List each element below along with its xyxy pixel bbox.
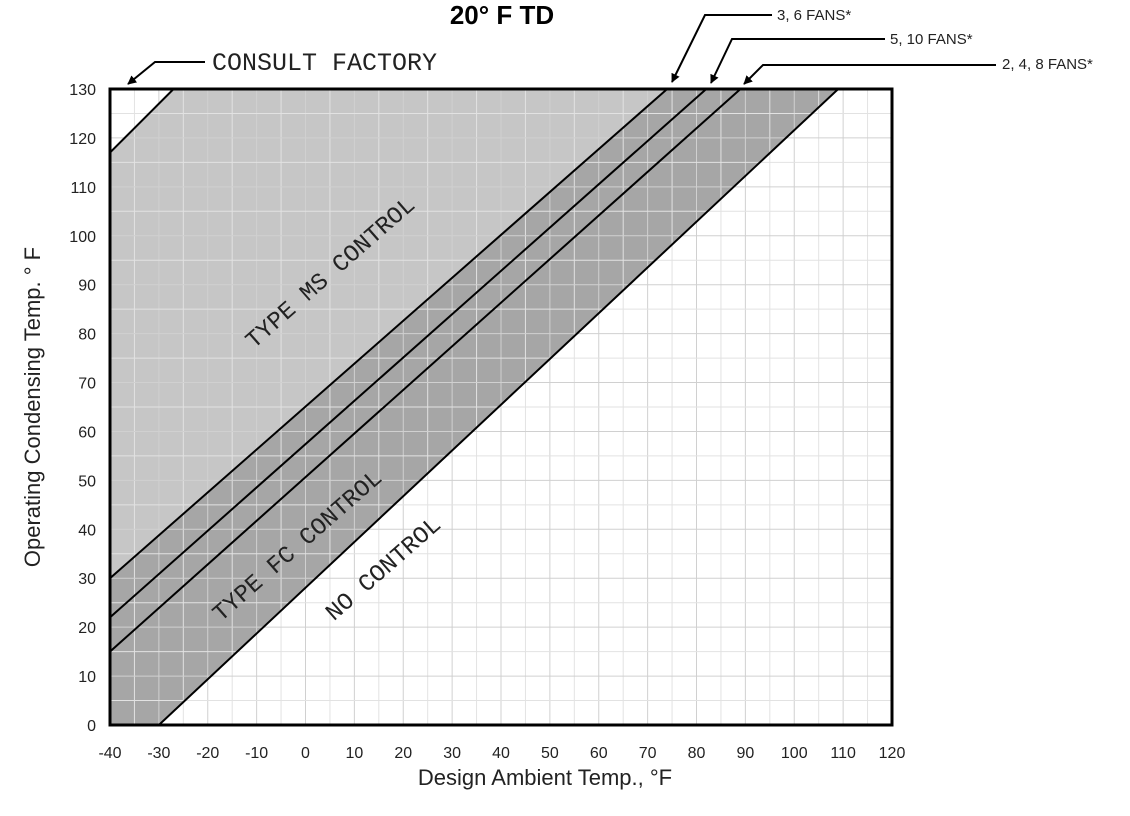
y-tick-label: 10 bbox=[78, 669, 96, 686]
x-tick-label: 90 bbox=[736, 745, 754, 762]
x-tick-label: 60 bbox=[590, 745, 608, 762]
fans-3-6-line bbox=[110, 89, 668, 579]
y-tick-label: 70 bbox=[78, 376, 96, 393]
x-tick-label: -30 bbox=[147, 745, 170, 762]
plot-frame bbox=[108, 87, 894, 727]
callout-2-4-8-fans-leader bbox=[743, 64, 996, 85]
callout-5-10-fans: 5, 10 FANS* bbox=[890, 31, 973, 48]
fans-5-10-line bbox=[110, 89, 707, 619]
no-control-line bbox=[158, 89, 839, 725]
callout-5-10-fans-leader bbox=[710, 38, 885, 84]
callout-3-6-fans-leader bbox=[671, 14, 772, 83]
x-tick-label: 70 bbox=[639, 745, 657, 762]
x-axis-label: Design Ambient Temp., °F bbox=[418, 765, 672, 790]
y-tick-label: 130 bbox=[69, 82, 96, 99]
y-tick-label: 90 bbox=[78, 278, 96, 295]
y-tick-label: 40 bbox=[78, 522, 96, 539]
fans-2-4-8-line bbox=[110, 89, 742, 653]
x-tick-label: 20 bbox=[394, 745, 412, 762]
callouts: CONSULT FACTORY 3, 6 FANS* 5, 10 FANS* 2… bbox=[127, 7, 1093, 85]
y-tick-label: 0 bbox=[87, 718, 96, 735]
x-tick-label: 80 bbox=[688, 745, 706, 762]
y-tick-label: 100 bbox=[69, 229, 96, 246]
y-tick-label: 60 bbox=[78, 424, 96, 441]
y-tick-label: 20 bbox=[78, 620, 96, 637]
callout-consult-factory: CONSULT FACTORY bbox=[212, 49, 437, 78]
y-tick-label: 110 bbox=[70, 180, 96, 197]
y-tick-label: 120 bbox=[69, 131, 96, 148]
consult-factory-line bbox=[110, 89, 175, 154]
chart-title: 20° F TD bbox=[450, 0, 554, 30]
x-tick-label: -10 bbox=[245, 745, 268, 762]
x-tick-label: 110 bbox=[830, 745, 856, 762]
callout-2-4-8-fans: 2, 4, 8 FANS* bbox=[1002, 56, 1093, 73]
y-tick-label: 50 bbox=[78, 473, 96, 490]
x-tick-label: 30 bbox=[443, 745, 461, 762]
x-tick-label: 120 bbox=[879, 745, 906, 762]
x-tick-label: 100 bbox=[781, 745, 808, 762]
callout-consult-factory-leader bbox=[127, 61, 205, 85]
y-axis-label: Operating Condensing Temp. ° F bbox=[20, 247, 45, 567]
callout-3-6-fans: 3, 6 FANS* bbox=[777, 7, 851, 24]
x-tick-label: 50 bbox=[541, 745, 559, 762]
x-tick-label: 0 bbox=[301, 745, 310, 762]
y-tick-label: 30 bbox=[78, 571, 96, 588]
x-tick-label: -40 bbox=[98, 745, 121, 762]
x-tick-label: 10 bbox=[345, 745, 363, 762]
x-tick-label: 40 bbox=[492, 745, 510, 762]
x-tick-label: -20 bbox=[196, 745, 219, 762]
y-tick-label: 80 bbox=[78, 327, 96, 344]
